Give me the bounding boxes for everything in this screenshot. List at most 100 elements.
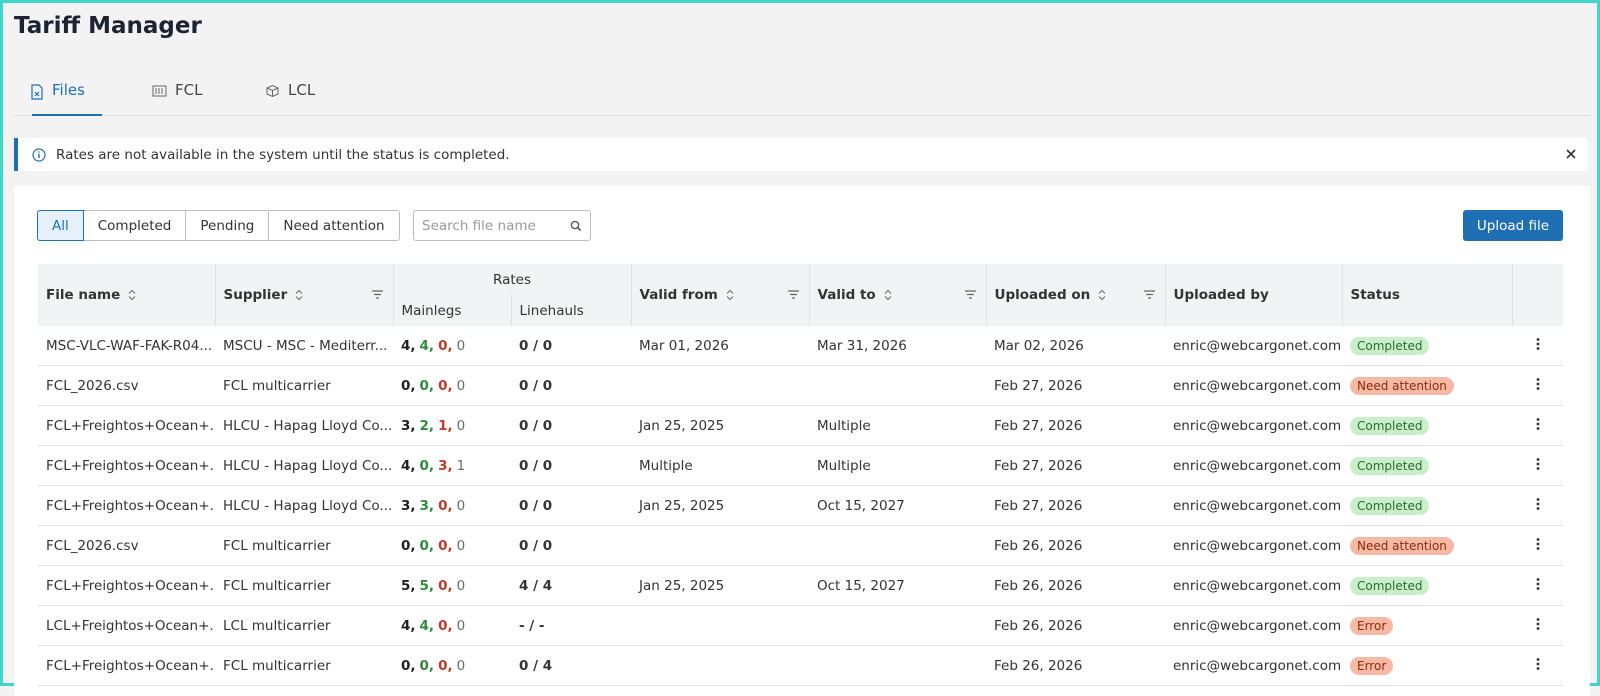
mainleg-count: 3,: [438, 457, 453, 474]
kebab-icon[interactable]: [1536, 537, 1540, 551]
header-label: Uploaded by: [1173, 287, 1269, 303]
kebab-icon[interactable]: [1536, 577, 1540, 591]
search-icon: [570, 220, 582, 231]
row-actions: [1512, 645, 1563, 686]
filter-icon[interactable]: [371, 290, 383, 299]
filter-button[interactable]: Completed: [82, 210, 187, 241]
linehauls: - / -: [511, 605, 631, 646]
filter-button[interactable]: Pending: [185, 210, 270, 241]
uploaded-on: Feb 27, 2026: [986, 485, 1165, 526]
group-header: Rates: [393, 264, 632, 295]
filter-icon[interactable]: [964, 290, 976, 299]
supplier-text: FCL multicarrier: [223, 577, 331, 594]
table-row: FCL+Freightos+Ocean+... HLCU - Hapag Lloy…: [38, 405, 1563, 446]
header-label: Uploaded on: [994, 287, 1091, 303]
linehauls: 0 / 4: [511, 645, 631, 686]
linehauls-text: - / -: [519, 617, 545, 634]
uploaded-on-text: Feb 26, 2026: [994, 657, 1083, 674]
linehauls-text: 0 / 0: [519, 537, 553, 554]
valid-from: Jan 25, 2025: [631, 565, 809, 606]
close-button[interactable]: [1565, 148, 1577, 160]
filter-button[interactable]: All: [37, 210, 84, 241]
kebab-icon[interactable]: [1536, 497, 1540, 511]
filter-button[interactable]: Need attention: [268, 210, 400, 241]
header-content: Supplier: [224, 287, 385, 303]
valid-to-text: Multiple: [817, 417, 871, 434]
supplier: MSCU - MSC - Mediterr...: [215, 326, 393, 366]
status: Completed: [1342, 485, 1512, 526]
page-title: Tariff Manager: [14, 13, 202, 39]
uploaded-by-text: enric@webcargonet.com: [1173, 497, 1342, 514]
column-header: Uploaded on: [986, 264, 1166, 326]
kebab-icon[interactable]: [1536, 457, 1540, 471]
mainleg-count: 0,: [401, 377, 416, 394]
mainleg-count: 1,: [438, 417, 453, 434]
header-row: Mainlegs Linehauls: [38, 295, 1563, 326]
valid-from: Multiple: [631, 445, 809, 486]
mainleg-count: 0: [456, 337, 466, 354]
files-card: All Completed Pending Need attention Search…: [14, 186, 1590, 696]
header-content: Valid from: [640, 287, 801, 303]
filter-icon[interactable]: [1143, 290, 1155, 299]
valid-from: [631, 525, 809, 566]
valid-to: [809, 365, 986, 406]
header-content: File name: [46, 287, 207, 303]
mainleg-count: 0,: [401, 537, 416, 554]
status: Completed: [1342, 405, 1512, 446]
mainlegs: 4, 4, 0, 0: [393, 326, 511, 366]
file-name: FCL_2026.csv: [38, 365, 215, 406]
filter-icon[interactable]: [787, 290, 799, 299]
file-name-text: LCL+Freightos+Ocean+...: [46, 617, 215, 634]
valid-to-text: Oct 15, 2027: [817, 577, 905, 594]
kebab-icon[interactable]: [1536, 657, 1540, 671]
file-name-text: MSC-VLC-WAF-FAK-R04...: [46, 337, 213, 354]
supplier: HLCU - Hapag Lloyd Co...: [215, 445, 393, 486]
uploaded-by: enric@webcargonet.com: [1165, 605, 1342, 646]
valid-to-text: Mar 31, 2026: [817, 337, 907, 354]
upload-button[interactable]: Upload file: [1463, 210, 1563, 241]
mainlegs: 3, 3, 0, 0: [393, 485, 511, 526]
supplier-text: FCL multicarrier: [223, 377, 331, 394]
linehauls: 4 / 4: [511, 565, 631, 606]
supplier-text: HLCU - Hapag Lloyd Co...: [223, 497, 393, 514]
mainleg-count: 4,: [401, 337, 416, 354]
mainleg-count: 0: [456, 537, 466, 554]
mainleg-count: 2,: [419, 417, 435, 434]
mainlegs: 5, 5, 0, 0: [393, 565, 511, 606]
supplier: FCL multicarrier: [215, 645, 393, 686]
search-box[interactable]: Search file name: [413, 210, 591, 241]
kebab-icon[interactable]: [1536, 617, 1540, 631]
valid-from: [631, 365, 809, 406]
file-name: MSC-VLC-WAF-FAK-R04...: [38, 326, 215, 366]
mainleg-count: 0,: [438, 337, 453, 354]
tab[interactable]: Files: [31, 81, 102, 116]
mainleg-count: 4,: [401, 617, 416, 634]
supplier-text: HLCU - Hapag Lloyd Co...: [223, 457, 393, 474]
file-name-text: FCL+Freightos+Ocean+...: [46, 457, 215, 474]
header-content: Valid to: [818, 287, 978, 303]
column-header: Status: [1342, 264, 1513, 326]
mainleg-count: 5,: [419, 577, 435, 594]
mainleg-count: 0: [456, 497, 466, 514]
tab-label: Files: [52, 81, 85, 99]
header-content: Mainlegs: [402, 303, 503, 319]
valid-to: Multiple: [809, 405, 986, 446]
file-name-text: FCL+Freightos+Ocean+...: [46, 577, 215, 594]
supplier-text: LCL multicarrier: [223, 617, 331, 634]
uploaded-by-text: enric@webcargonet.com: [1173, 657, 1342, 674]
kebab-icon[interactable]: [1536, 337, 1540, 351]
status: Completed: [1342, 565, 1512, 606]
row-actions: [1512, 405, 1563, 446]
tab-label: FCL: [175, 81, 203, 99]
header-label: Status: [1350, 287, 1400, 303]
alert-text: Rates are not available in the system un…: [56, 146, 510, 163]
column-header: File name: [38, 264, 216, 326]
status: Completed: [1342, 326, 1512, 366]
file-name-text: FCL+Freightos+Ocean+...: [46, 657, 215, 674]
tab[interactable]: LCL: [265, 81, 315, 114]
uploaded-on-text: Feb 26, 2026: [994, 537, 1083, 554]
tab[interactable]: FCL: [152, 81, 202, 114]
kebab-icon[interactable]: [1536, 377, 1540, 391]
kebab-icon[interactable]: [1536, 417, 1540, 431]
uploaded-by-text: enric@webcargonet.com: [1173, 537, 1342, 554]
